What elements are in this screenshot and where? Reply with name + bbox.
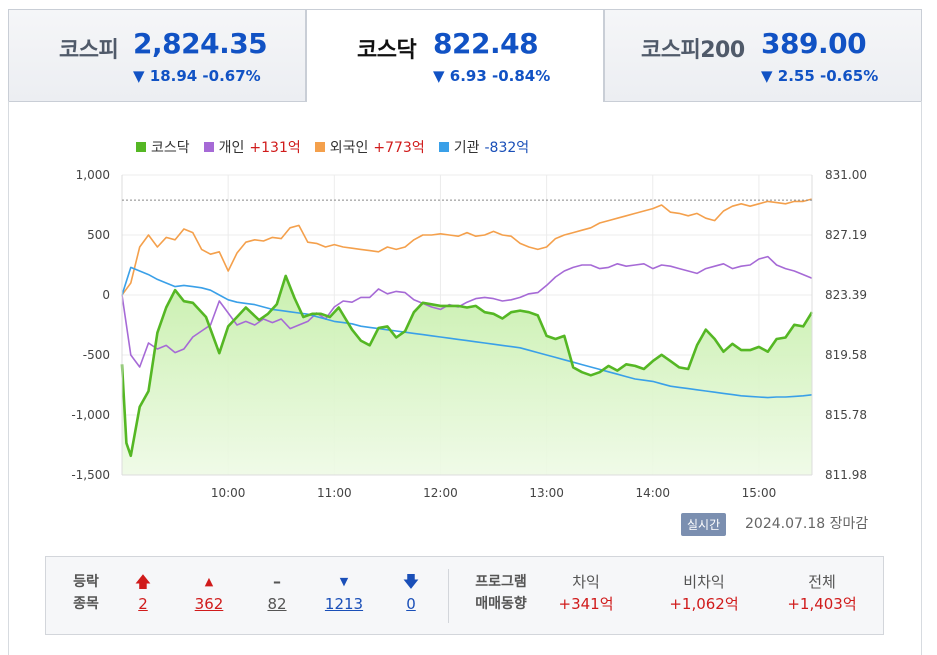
- summary-divider: [448, 569, 449, 623]
- left-tick-label: -1,000: [71, 408, 110, 422]
- legend-institution-label: 기관: [453, 140, 480, 156]
- lower-limit-count[interactable]: 0: [406, 595, 416, 613]
- chart-panel: [8, 101, 922, 655]
- non-arbitrage-value: +1,062억: [669, 595, 739, 613]
- kosdaq-line: [120, 274, 814, 458]
- program-label: 프로그램 매매동향: [466, 571, 536, 615]
- breadth-label: 등락 종목: [66, 571, 106, 615]
- tab-kosdaq-name: 코스닥: [357, 38, 417, 63]
- legend-individual-value: +131억: [249, 140, 301, 156]
- down-count[interactable]: 1213: [324, 595, 364, 613]
- tab-kospi-name: 코스피: [59, 38, 119, 63]
- realtime-button[interactable]: 실시간: [681, 513, 727, 536]
- chart-series: [120, 198, 814, 475]
- legend-institution-value: -832억: [484, 140, 530, 156]
- program-non-arbitrage: 비차익 +1,062억: [654, 571, 754, 615]
- breadth-down: ▼ 1213: [319, 571, 369, 615]
- down-triangle-icon: ▼: [339, 575, 349, 588]
- legend-foreign-value: +773억: [373, 140, 425, 156]
- program-total: 전체 +1,403억: [772, 571, 872, 615]
- foreign-line: [121, 198, 813, 296]
- index-tabs: 코스피 2,824.35 ▼ 18.94 -0.67% 코스닥 822.48 ▼…: [8, 9, 922, 102]
- x-tick-label: 14:00: [635, 486, 670, 500]
- legend-institution-swatch: [438, 142, 449, 152]
- legend-individual-swatch: [203, 142, 214, 152]
- right-tick-label: 827.19: [825, 228, 867, 242]
- left-tick-label: 500: [87, 228, 110, 242]
- upper-limit-arrow-icon: 🡅: [134, 572, 152, 591]
- x-tick-label: 13:00: [529, 486, 564, 500]
- non-arbitrage-label: 비차익: [683, 573, 725, 591]
- individual-line: [121, 255, 813, 368]
- x-tick-label: 12:00: [423, 486, 458, 500]
- tab-kospi-value: 2,824.35: [133, 27, 268, 60]
- left-tick-label: 1,000: [76, 168, 110, 182]
- tab-kosdaq-change: ▼ 6.93 -0.84%: [433, 67, 551, 85]
- right-tick-label: 831.00: [825, 168, 867, 182]
- legend-individual-label: 개인: [218, 140, 245, 156]
- legend-kosdaq[interactable]: 코스닥: [136, 137, 190, 157]
- market-close-date: 2024.07.18 장마감: [745, 516, 869, 532]
- program-label-line1: 프로그램: [475, 574, 527, 590]
- institution-line: [121, 266, 813, 399]
- tab-kosdaq-value: 822.48: [433, 27, 539, 60]
- tab-kospi[interactable]: 코스피 2,824.35 ▼ 18.94 -0.67%: [8, 9, 306, 102]
- unchanged-dash-icon: –: [273, 572, 281, 591]
- program-arbitrage: 차익 +341억: [536, 571, 636, 615]
- chart-legend: 코스닥 개인 +131억 외국인 +773억 기관 -832억: [136, 137, 529, 157]
- chart-axes: 1,000 500 0 -500 -1,000 -1,500 831.00 827.19 823…: [71, 168, 867, 500]
- total-value: +1,403억: [787, 595, 857, 613]
- tab-kospi200-change: ▼ 2.55 -0.65%: [761, 67, 879, 85]
- legend-individual[interactable]: 개인 +131억: [203, 137, 301, 157]
- tab-kospi200-name: 코스피200: [641, 38, 745, 63]
- up-triangle-icon: ▲: [204, 575, 214, 588]
- right-tick-label: 811.98: [825, 468, 867, 482]
- arbitrage-value: +341억: [558, 595, 614, 613]
- legend-foreign[interactable]: 외국인 +773억: [314, 137, 425, 157]
- tab-kosdaq[interactable]: 코스닥 822.48 ▼ 6.93 -0.84%: [306, 9, 604, 102]
- left-tick-label: -500: [83, 348, 110, 362]
- right-tick-label: 819.58: [825, 348, 867, 362]
- legend-foreign-swatch: [314, 142, 325, 152]
- tab-kospi200[interactable]: 코스피200 389.00 ▼ 2.55 -0.65%: [604, 9, 922, 102]
- legend-kosdaq-label: 코스닥: [151, 140, 190, 156]
- breadth-up: ▲ 362: [184, 571, 234, 615]
- lower-limit-arrow-icon: 🡇: [402, 572, 420, 591]
- x-tick-label: 10:00: [211, 486, 246, 500]
- kosdaq-area: [122, 275, 812, 475]
- breadth-upper-limit: 🡅 2: [118, 571, 168, 615]
- breadth-lower-limit: 🡇 0: [386, 571, 436, 615]
- intraday-chart: 1,000 500 0 -500 -1,000 -1,500 831.00 827.19 823…: [71, 168, 867, 500]
- program-label-line2: 매매동향: [475, 596, 527, 612]
- unchanged-count[interactable]: 82: [267, 595, 287, 613]
- total-label: 전체: [808, 573, 836, 591]
- right-tick-label: 823.39: [825, 288, 867, 302]
- tab-kospi200-value: 389.00: [761, 27, 867, 60]
- arbitrage-label: 차익: [572, 573, 600, 591]
- up-count[interactable]: 362: [194, 595, 224, 613]
- market-summary: 등락 종목 🡅 2 ▲ 362 – 82 ▼ 1213 🡇 0 프로그램 매매동…: [45, 556, 884, 635]
- breadth-label-line2: 종목: [73, 596, 99, 612]
- legend-foreign-label: 외국인: [329, 140, 369, 156]
- right-tick-label: 815.78: [825, 408, 867, 422]
- breadth-label-line1: 등락: [73, 574, 99, 590]
- x-tick-label: 11:00: [317, 486, 352, 500]
- x-tick-label: 15:00: [742, 486, 777, 500]
- tab-kospi-change: ▼ 18.94 -0.67%: [133, 67, 261, 85]
- legend-kosdaq-swatch: [136, 142, 146, 152]
- upper-limit-count[interactable]: 2: [138, 595, 148, 613]
- left-tick-label: 0: [102, 288, 110, 302]
- breadth-unchanged: – 82: [252, 571, 302, 615]
- left-tick-label: -1,500: [71, 468, 110, 482]
- legend-institution[interactable]: 기관 -832억: [438, 137, 530, 157]
